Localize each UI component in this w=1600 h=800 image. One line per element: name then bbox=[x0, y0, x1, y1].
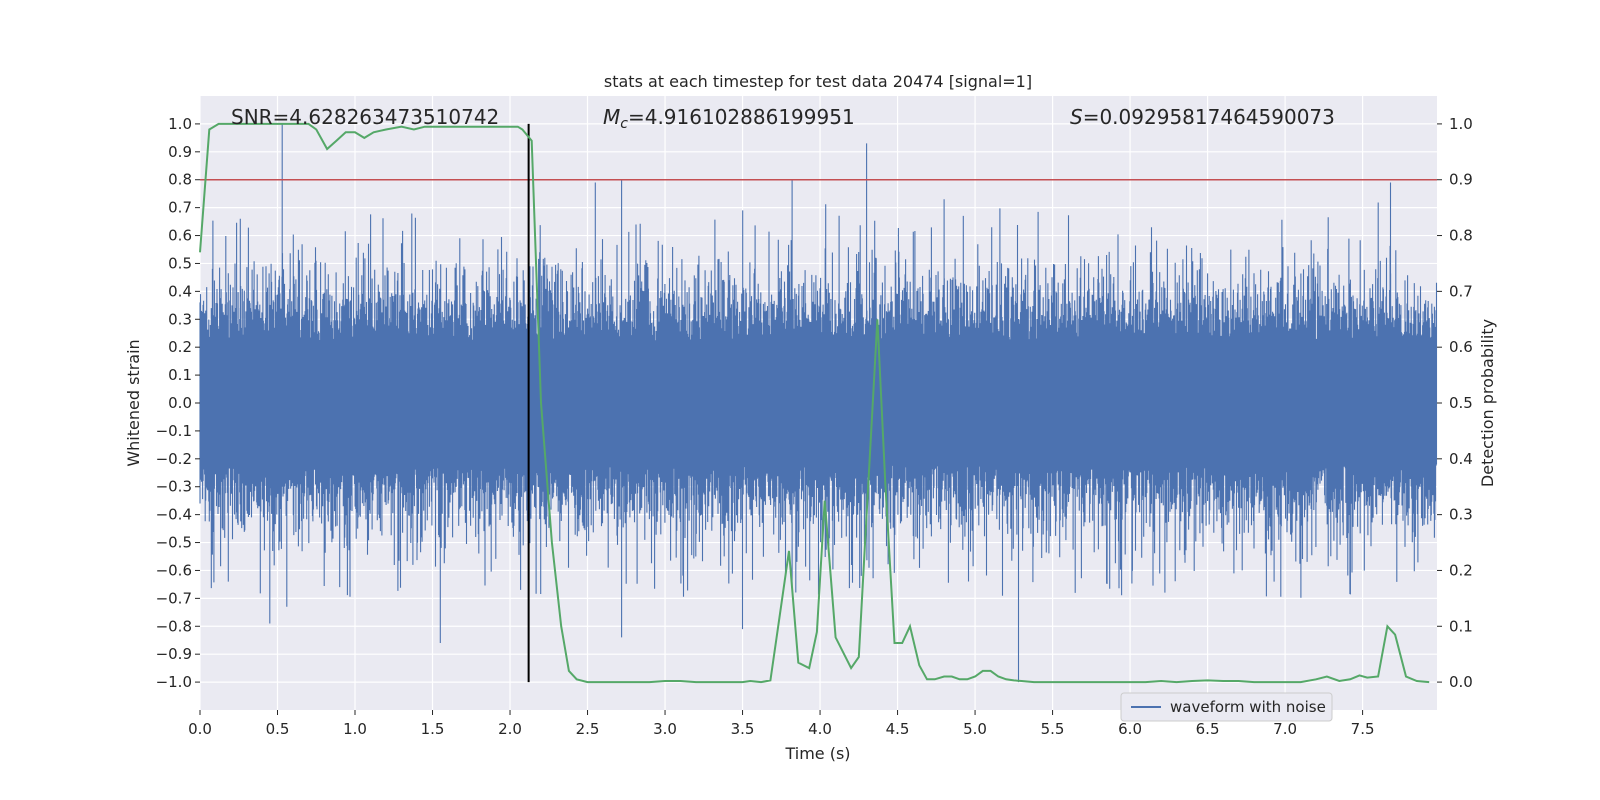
y-tick-label: 0.1 bbox=[168, 366, 192, 384]
x-tick-label: 4.5 bbox=[886, 720, 910, 738]
probability-series bbox=[199, 122, 1430, 684]
y2-tick-label: 0.0 bbox=[1449, 673, 1473, 691]
y-tick-label: 0.5 bbox=[168, 254, 192, 272]
y2-tick-label: 0.4 bbox=[1449, 450, 1473, 468]
legend: waveform with noise bbox=[1120, 692, 1333, 722]
y-tick-label: 0.4 bbox=[168, 282, 192, 300]
chart-title: stats at each timestep for test data 204… bbox=[604, 72, 1032, 91]
y-tick-label: 0.8 bbox=[168, 171, 192, 189]
y-tick-label: −0.7 bbox=[156, 589, 192, 607]
y-tick-label: 0.0 bbox=[168, 394, 192, 412]
x-tick-label: 2.5 bbox=[576, 720, 600, 738]
x-tick-label: 7.5 bbox=[1351, 720, 1375, 738]
x-tick-label: 5.0 bbox=[963, 720, 987, 738]
spin-annotation: S=0.09295817464590073 bbox=[1070, 105, 1335, 129]
y-tick-label: 0.3 bbox=[168, 310, 192, 328]
y2-axis-label: Detection probability bbox=[1478, 319, 1497, 487]
y-tick-label: 0.9 bbox=[168, 143, 192, 161]
y2-tick-label: 0.5 bbox=[1449, 394, 1473, 412]
y-tick-label: −0.4 bbox=[156, 506, 192, 524]
y-tick-label: −0.1 bbox=[156, 422, 192, 440]
waveform-series bbox=[199, 123, 1438, 683]
legend-label: waveform with noise bbox=[1170, 698, 1326, 716]
x-tick-label: 3.5 bbox=[731, 720, 755, 738]
y-ticks: 1.0 0.9 0.8 0.7 0.6 0.5 0.4 0.3 0.2 0.1 0.0 −0.1 −0.… bbox=[156, 115, 200, 691]
x-tick-label: 0.5 bbox=[266, 720, 290, 738]
y-tick-label: −1.0 bbox=[156, 673, 192, 691]
spin-value: =0.09295817464590073 bbox=[1083, 105, 1335, 129]
chirp-mass-subscript: c bbox=[620, 116, 628, 132]
chirp-mass-value: =4.916102886199951 bbox=[628, 105, 855, 129]
spin-symbol: S bbox=[1070, 105, 1083, 129]
y2-tick-label: 0.3 bbox=[1449, 506, 1473, 524]
y2-tick-label: 1.0 bbox=[1449, 115, 1473, 133]
y-tick-label: −0.5 bbox=[156, 534, 192, 552]
y-tick-label: 1.0 bbox=[168, 115, 192, 133]
y-tick-label: 0.2 bbox=[168, 338, 192, 356]
y-tick-label: −0.8 bbox=[156, 617, 192, 635]
probability-line bbox=[199, 122, 1430, 684]
y2-ticks: 1.0 0.9 0.8 0.7 0.6 0.5 0.4 0.3 0.2 0.1 0.0 bbox=[1437, 115, 1473, 691]
y-tick-label: 0.6 bbox=[168, 227, 192, 245]
y2-tick-label: 0.8 bbox=[1449, 227, 1473, 245]
chirp-mass-annotation: Mc=4.916102886199951 bbox=[603, 105, 855, 132]
x-tick-label: 4.0 bbox=[808, 720, 832, 738]
x-tick-label: 2.0 bbox=[498, 720, 522, 738]
y2-tick-label: 0.1 bbox=[1449, 617, 1473, 635]
x-tick-label: 1.5 bbox=[421, 720, 445, 738]
chirp-mass-symbol: M bbox=[603, 105, 620, 129]
y2-tick-label: 0.2 bbox=[1449, 561, 1473, 579]
y2-tick-label: 0.7 bbox=[1449, 282, 1473, 300]
y2-tick-label: 0.6 bbox=[1449, 338, 1473, 356]
x-axis-label: Time (s) bbox=[784, 744, 850, 763]
y-axis-label: Whitened strain bbox=[124, 339, 143, 466]
legend-box bbox=[1120, 692, 1333, 722]
snr-annotation: SNR=4.628263473510742 bbox=[231, 105, 499, 129]
x-tick-label: 0.0 bbox=[188, 720, 212, 738]
y-tick-label: 0.7 bbox=[168, 199, 192, 217]
x-tick-label: 7.0 bbox=[1273, 720, 1297, 738]
x-tick-label: 3.0 bbox=[653, 720, 677, 738]
x-tick-label: 5.5 bbox=[1041, 720, 1065, 738]
y-tick-label: −0.9 bbox=[156, 645, 192, 663]
x-ticks: 0.0 0.5 1.0 1.5 2.0 2.5 3.0 3.5 4.0 4.5 5.0 5.5 6.0 6… bbox=[188, 710, 1375, 738]
y-tick-label: −0.6 bbox=[156, 561, 192, 579]
x-tick-label: 6.5 bbox=[1196, 720, 1220, 738]
x-tick-label: 6.0 bbox=[1118, 720, 1142, 738]
y2-tick-label: 0.9 bbox=[1449, 171, 1473, 189]
x-tick-label: 1.0 bbox=[343, 720, 367, 738]
y-tick-label: −0.3 bbox=[156, 478, 192, 496]
y-tick-label: −0.2 bbox=[156, 450, 192, 468]
